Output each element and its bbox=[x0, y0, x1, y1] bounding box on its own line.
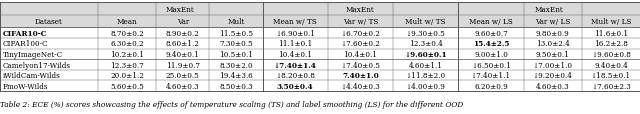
Text: 16.2±2.8: 16.2±2.8 bbox=[594, 40, 628, 48]
Text: 3.50±0.4: 3.50±0.4 bbox=[277, 82, 314, 90]
Bar bbox=[262, 3, 328, 16]
Text: Var w/ LS: Var w/ LS bbox=[535, 18, 570, 26]
Bar bbox=[328, 16, 393, 28]
Text: Dataset: Dataset bbox=[35, 18, 63, 26]
Text: ↓7.60±0.2: ↓7.60±0.2 bbox=[340, 40, 380, 48]
Text: MaxEnt: MaxEnt bbox=[346, 6, 375, 14]
Text: 10.2±0.1: 10.2±0.1 bbox=[110, 51, 144, 58]
Text: CIFAR10-C: CIFAR10-C bbox=[3, 30, 47, 37]
Text: 11.1±0.1: 11.1±0.1 bbox=[278, 40, 312, 48]
Text: ↓8.20±0.8: ↓8.20±0.8 bbox=[275, 71, 315, 79]
Text: FmoW-Wilds: FmoW-Wilds bbox=[3, 82, 48, 90]
Bar bbox=[262, 16, 328, 28]
Text: ↓9.60±0.1: ↓9.60±0.1 bbox=[404, 51, 447, 58]
Bar bbox=[393, 16, 458, 28]
Text: ↓6.70±0.2: ↓6.70±0.2 bbox=[340, 30, 380, 37]
Text: ↓9.20±0.4: ↓9.20±0.4 bbox=[532, 71, 573, 79]
Text: 9.40±0.1: 9.40±0.1 bbox=[166, 51, 200, 58]
Text: MaxEnt: MaxEnt bbox=[166, 6, 195, 14]
Text: ↓7.00±1.0: ↓7.00±1.0 bbox=[532, 61, 573, 69]
Text: ↓7.60±2.3: ↓7.60±2.3 bbox=[591, 82, 631, 90]
Text: 9.60±0.7: 9.60±0.7 bbox=[474, 30, 508, 37]
Bar bbox=[98, 16, 156, 28]
Text: iWildCam-Wilds: iWildCam-Wilds bbox=[3, 71, 60, 79]
Text: ↓11.8±2.0: ↓11.8±2.0 bbox=[406, 71, 446, 79]
Text: Var: Var bbox=[177, 18, 189, 26]
Bar bbox=[156, 3, 209, 16]
Text: ↓6.50±0.1: ↓6.50±0.1 bbox=[471, 61, 511, 69]
Text: ↓9.60±0.8: ↓9.60±0.8 bbox=[591, 51, 631, 58]
Text: Mult: Mult bbox=[227, 18, 244, 26]
Text: TinyImageNet-C: TinyImageNet-C bbox=[3, 51, 63, 58]
Text: 20.0±1.2: 20.0±1.2 bbox=[110, 71, 144, 79]
Text: 9.80±0.9: 9.80±0.9 bbox=[536, 30, 570, 37]
Text: 8.30±2.0: 8.30±2.0 bbox=[219, 61, 253, 69]
Text: 11.9±0.7: 11.9±0.7 bbox=[166, 61, 200, 69]
Text: ↓7.40±0.5: ↓7.40±0.5 bbox=[340, 61, 380, 69]
Bar bbox=[0, 3, 98, 16]
Text: 7.30±0.5: 7.30±0.5 bbox=[219, 40, 253, 48]
Text: 9.00±1.0: 9.00±1.0 bbox=[474, 51, 508, 58]
Bar bbox=[209, 16, 262, 28]
Text: ↓6.90±0.1: ↓6.90±0.1 bbox=[275, 30, 315, 37]
Text: 8.60±1.2: 8.60±1.2 bbox=[166, 40, 200, 48]
Text: 13.0±2.4: 13.0±2.4 bbox=[536, 40, 570, 48]
Text: 25.0±0.5: 25.0±0.5 bbox=[166, 71, 200, 79]
Text: 10.5±0.1: 10.5±0.1 bbox=[219, 51, 253, 58]
Text: MaxEnt: MaxEnt bbox=[535, 6, 564, 14]
Bar bbox=[0, 16, 98, 28]
Text: 4.60±0.3: 4.60±0.3 bbox=[166, 82, 200, 90]
Text: ↓9.30±0.5: ↓9.30±0.5 bbox=[406, 30, 445, 37]
Text: Mean: Mean bbox=[116, 18, 138, 26]
Text: 4.60±1.1: 4.60±1.1 bbox=[409, 61, 443, 69]
Bar bbox=[458, 3, 524, 16]
Text: Table 2: ECE (%) scores showcasing the effects of temperature scaling (TS) and l: Table 2: ECE (%) scores showcasing the e… bbox=[0, 100, 463, 108]
Text: 7.40±1.0: 7.40±1.0 bbox=[342, 71, 379, 79]
Text: 10.4±0.1: 10.4±0.1 bbox=[344, 51, 378, 58]
Text: 11.5±0.5: 11.5±0.5 bbox=[219, 30, 253, 37]
Text: 8.50±0.3: 8.50±0.3 bbox=[219, 82, 253, 90]
Text: 9.40±0.4: 9.40±0.4 bbox=[594, 61, 628, 69]
Text: Mean w/ LS: Mean w/ LS bbox=[469, 18, 513, 26]
Text: CIFAR100-C: CIFAR100-C bbox=[3, 40, 48, 48]
Text: 4.60±0.3: 4.60±0.3 bbox=[536, 82, 570, 90]
Text: 10.4±0.1: 10.4±0.1 bbox=[278, 51, 312, 58]
Bar bbox=[524, 16, 582, 28]
Bar bbox=[524, 3, 582, 16]
Text: Camelyon17-Wilds: Camelyon17-Wilds bbox=[3, 61, 70, 69]
Text: ↓4.40±0.3: ↓4.40±0.3 bbox=[340, 82, 380, 90]
Text: Mult w/ TS: Mult w/ TS bbox=[406, 18, 446, 26]
Bar bbox=[458, 16, 524, 28]
Text: 15.4±2.5: 15.4±2.5 bbox=[473, 40, 509, 48]
Text: 6.20±0.9: 6.20±0.9 bbox=[474, 82, 508, 90]
Text: 12.3±0.4: 12.3±0.4 bbox=[409, 40, 443, 48]
Text: 6.30±0.2: 6.30±0.2 bbox=[110, 40, 144, 48]
Bar bbox=[393, 3, 458, 16]
Text: 19.4±3.6: 19.4±3.6 bbox=[219, 71, 253, 79]
Text: ↓18.5±0.1: ↓18.5±0.1 bbox=[591, 71, 631, 79]
Text: 8.90±0.2: 8.90±0.2 bbox=[166, 30, 200, 37]
Bar bbox=[582, 16, 640, 28]
Text: ↓7.40±1.1: ↓7.40±1.1 bbox=[471, 71, 511, 79]
Text: 8.70±0.2: 8.70±0.2 bbox=[110, 30, 144, 37]
Text: Var w/ TS: Var w/ TS bbox=[343, 18, 378, 26]
Bar bbox=[98, 3, 156, 16]
Text: ↓7.40±1.4: ↓7.40±1.4 bbox=[274, 61, 317, 69]
Bar bbox=[209, 3, 262, 16]
Text: 12.3±0.7: 12.3±0.7 bbox=[110, 61, 144, 69]
Text: Mean w/ TS: Mean w/ TS bbox=[273, 18, 317, 26]
Text: Mult w/ LS: Mult w/ LS bbox=[591, 18, 631, 26]
Text: ↓4.00±0.9: ↓4.00±0.9 bbox=[406, 82, 445, 90]
Bar bbox=[328, 3, 393, 16]
Bar bbox=[582, 3, 640, 16]
Text: 11.6±0.1: 11.6±0.1 bbox=[594, 30, 628, 37]
Text: 9.50±0.1: 9.50±0.1 bbox=[536, 51, 570, 58]
Bar bbox=[156, 16, 209, 28]
Text: 5.60±0.5: 5.60±0.5 bbox=[110, 82, 144, 90]
